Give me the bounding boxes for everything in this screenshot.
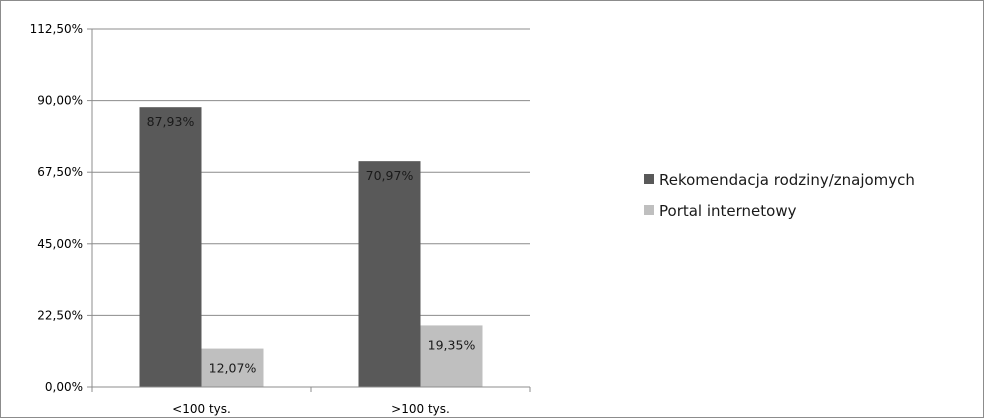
bar bbox=[420, 325, 483, 387]
bar bbox=[201, 348, 264, 387]
data-label: 87,93% bbox=[147, 114, 195, 129]
legend-swatch bbox=[644, 205, 654, 215]
tick-labels: 0,00% 22,50% 45,00% 67,50% 90,00% 112,50% <100… bbox=[30, 22, 450, 416]
legend-label: Rekomendacja rodziny/znajomych bbox=[659, 171, 915, 189]
axes bbox=[87, 28, 531, 392]
data-label: 12,07% bbox=[209, 361, 257, 376]
x-tick-label: <100 tys. bbox=[172, 402, 231, 416]
x-tick-label: >100 tys. bbox=[391, 402, 450, 416]
data-label: 19,35% bbox=[428, 337, 476, 352]
legend-label: Portal internetowy bbox=[659, 202, 797, 220]
y-tick-label: 0,00% bbox=[45, 380, 83, 394]
y-tick-label: 67,50% bbox=[37, 165, 83, 179]
y-tick-label: 90,00% bbox=[37, 94, 83, 108]
bar bbox=[358, 161, 421, 387]
y-tick-label: 112,50% bbox=[30, 22, 83, 36]
y-tick-label: 22,50% bbox=[37, 308, 83, 322]
legend: Rekomendacja rodziny/znajomych Portal int… bbox=[644, 171, 915, 220]
legend-swatch bbox=[644, 174, 654, 184]
bar bbox=[139, 107, 202, 388]
y-tick-label: 45,00% bbox=[37, 237, 83, 251]
data-labels: 87,93% 12,07% 70,97% 19,35% bbox=[147, 114, 476, 375]
bars bbox=[139, 107, 483, 388]
data-label: 70,97% bbox=[366, 168, 414, 183]
